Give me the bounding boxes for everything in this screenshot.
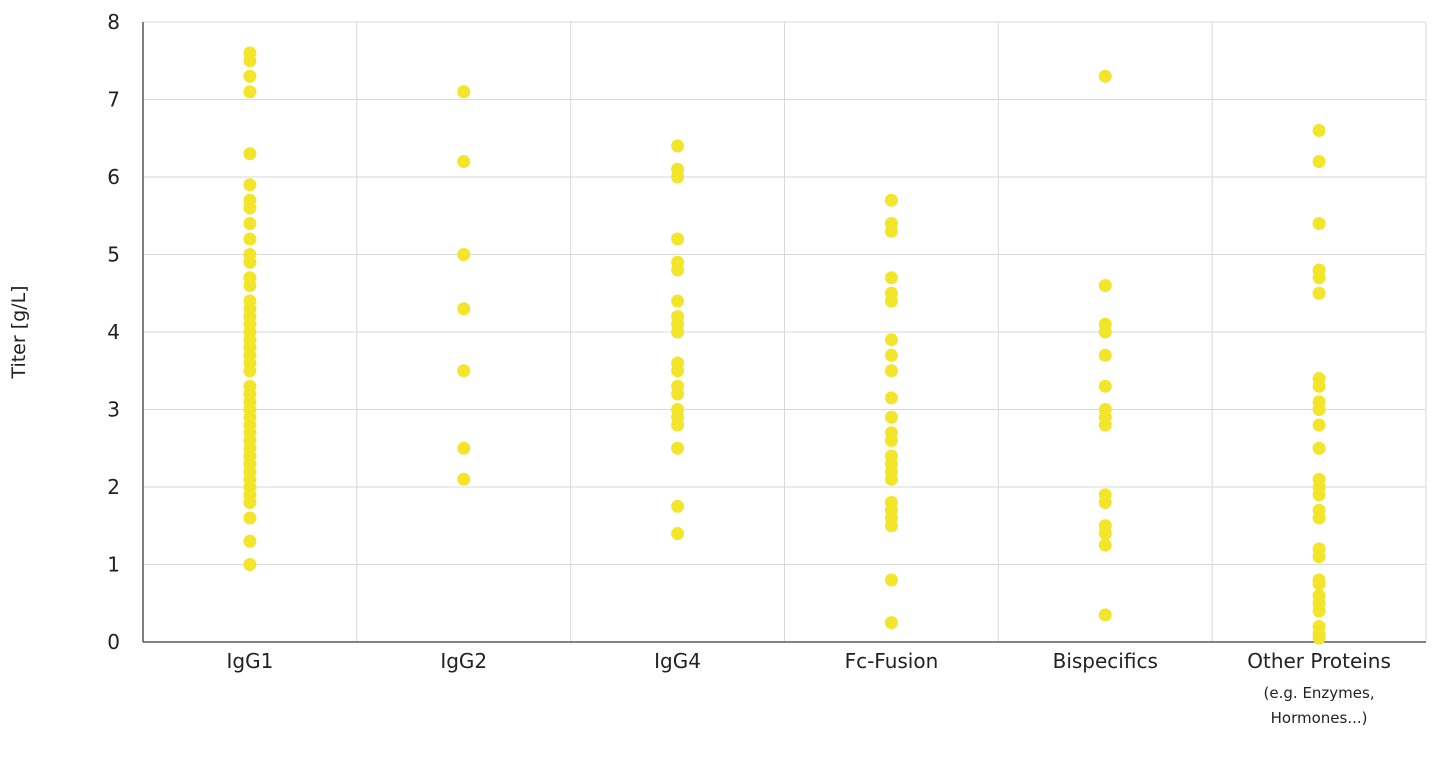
data-point xyxy=(884,271,898,285)
data-point xyxy=(1098,488,1112,502)
data-point xyxy=(884,410,898,424)
data-point xyxy=(243,232,257,246)
y-tick-label: 3 xyxy=(107,398,120,422)
data-point xyxy=(1312,503,1326,517)
y-tick-label: 6 xyxy=(107,165,120,189)
data-point xyxy=(243,69,257,83)
y-axis-label: Titer [g/L] xyxy=(8,285,30,379)
y-tick-label: 4 xyxy=(107,320,120,344)
data-point xyxy=(457,364,471,378)
data-point xyxy=(671,232,685,246)
data-point xyxy=(884,426,898,440)
data-point xyxy=(457,441,471,455)
data-point xyxy=(1098,538,1112,552)
y-tick-label: 2 xyxy=(107,475,120,499)
data-point xyxy=(1312,589,1326,602)
x-category-label: Bispecifics xyxy=(1053,649,1158,673)
data-point xyxy=(884,286,898,300)
y-tick-label: 5 xyxy=(107,243,120,267)
data-point xyxy=(1098,519,1112,533)
data-points xyxy=(243,46,1326,645)
data-point xyxy=(1312,620,1326,633)
data-point xyxy=(243,147,257,161)
data-point xyxy=(1312,124,1326,137)
data-point xyxy=(243,217,257,230)
data-point xyxy=(884,496,898,509)
y-tick-label: 8 xyxy=(107,10,120,34)
x-category-sublabel: (e.g. Enzymes, xyxy=(1264,684,1375,702)
y-tick-labels: 0 1 2 3 4 5 6 7 8 xyxy=(107,10,120,654)
data-point xyxy=(884,364,898,378)
data-point xyxy=(243,511,257,525)
data-point xyxy=(1312,573,1326,587)
data-point xyxy=(671,139,685,153)
data-point xyxy=(243,379,257,393)
x-category-label: IgG2 xyxy=(440,649,487,673)
data-point xyxy=(1312,418,1326,432)
data-point xyxy=(671,294,685,308)
data-point xyxy=(1312,263,1326,277)
data-point xyxy=(1312,395,1326,409)
data-point xyxy=(884,391,898,405)
x-category-label: IgG1 xyxy=(227,649,274,673)
data-point xyxy=(884,616,898,630)
data-point xyxy=(884,449,898,463)
x-category-label: Other Proteins xyxy=(1247,649,1391,673)
data-point xyxy=(1312,542,1326,556)
y-tick-label: 0 xyxy=(107,630,120,654)
data-point xyxy=(671,403,685,416)
data-point xyxy=(671,441,685,455)
data-point xyxy=(671,527,685,540)
data-point xyxy=(243,193,257,207)
data-point xyxy=(1098,69,1112,83)
data-point xyxy=(243,248,257,261)
y-tick-label: 1 xyxy=(107,553,120,577)
data-point xyxy=(1312,372,1326,385)
data-point xyxy=(1312,155,1326,168)
data-point xyxy=(1098,608,1112,622)
data-point xyxy=(1312,441,1326,455)
y-tick-label: 7 xyxy=(107,88,120,112)
x-category-labels: IgG1 IgG2 IgG4 Fc-Fusion Bispecifics Other Pr… xyxy=(227,649,1391,727)
data-point xyxy=(243,85,257,99)
data-point xyxy=(884,193,898,207)
data-point xyxy=(457,472,471,486)
data-point xyxy=(671,310,685,323)
data-point xyxy=(243,178,257,192)
data-point xyxy=(1312,286,1326,300)
data-point xyxy=(671,499,685,513)
data-point xyxy=(884,333,898,347)
data-point xyxy=(243,534,257,548)
data-point xyxy=(457,302,471,316)
data-point xyxy=(457,155,471,168)
data-point xyxy=(1098,317,1112,331)
data-point xyxy=(1098,348,1112,362)
data-point xyxy=(1312,217,1326,230)
x-category-label: Fc-Fusion xyxy=(845,649,939,673)
data-point xyxy=(884,217,898,230)
data-point xyxy=(457,248,471,261)
data-point xyxy=(1312,472,1326,486)
data-point xyxy=(884,573,898,587)
data-point xyxy=(671,162,685,176)
data-point xyxy=(671,255,685,269)
data-point xyxy=(243,558,257,571)
data-point xyxy=(671,356,685,370)
data-point xyxy=(1098,403,1112,416)
data-point xyxy=(243,46,257,60)
data-point xyxy=(671,379,685,393)
data-point xyxy=(884,348,898,362)
data-point xyxy=(243,271,257,285)
data-point xyxy=(1098,279,1112,292)
axes xyxy=(142,22,1426,643)
x-category-label: IgG4 xyxy=(654,649,701,673)
x-category-sublabel: Hormones...) xyxy=(1271,709,1368,727)
grid-lines xyxy=(143,21,1427,642)
data-point xyxy=(243,294,257,308)
data-point xyxy=(1098,379,1112,393)
data-point xyxy=(457,85,471,99)
